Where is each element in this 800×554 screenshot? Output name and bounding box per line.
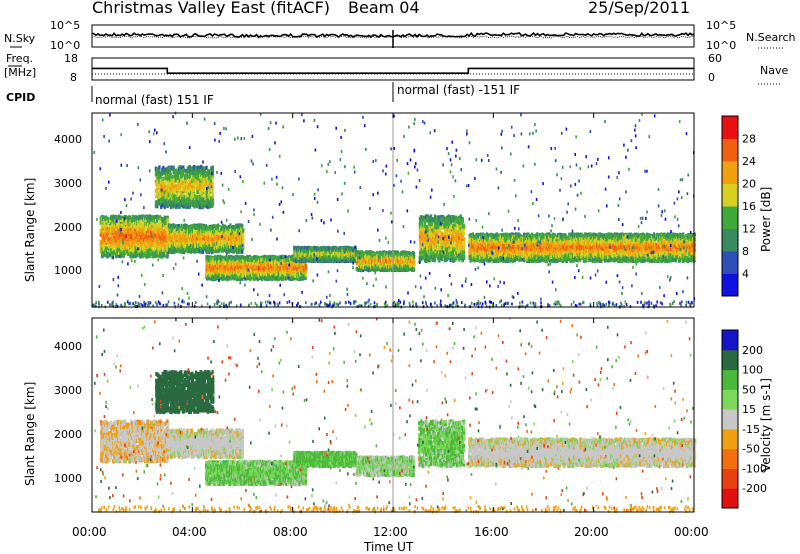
echo-cell (242, 229, 244, 233)
nave-tick-top: 60 (708, 52, 722, 65)
freq-tick-top: 18 (64, 52, 78, 65)
echo-cell (242, 236, 244, 240)
sky-left-tick-bottom: 10^0 (50, 39, 80, 52)
nave-tick-bottom: 0 (708, 71, 715, 84)
sky-left-tick-top: 10^5 (50, 19, 80, 32)
echo-cell (241, 250, 243, 254)
echo-cell (112, 215, 114, 219)
echo-cell (151, 243, 153, 247)
cpid-segment-2: normal (fast) -151 IF (397, 83, 520, 97)
echo-cell (160, 193, 162, 197)
frequency-trace (92, 68, 694, 74)
frequency-line (92, 68, 694, 73)
sky-right-tick-top: 10^5 (706, 19, 736, 32)
cpid-label: CPID (6, 91, 35, 104)
nave-label: Nave (760, 64, 788, 77)
echo-cell (228, 276, 230, 280)
echo-cell (165, 230, 167, 234)
search-label: N.Search (746, 31, 796, 44)
cpid-segment-1: normal (fast) 151 IF (95, 93, 214, 107)
echo-cell (162, 247, 164, 251)
sky-label: N.Sky (4, 32, 36, 45)
freq-label: Freq. (6, 52, 33, 65)
radar-summary-figure: N.Sky 10^5 10^0 10^5 10^0 N.Search Freq.… (0, 0, 800, 554)
echo-cell (112, 245, 114, 249)
echo-cell (162, 203, 164, 207)
echo-cell (305, 272, 307, 276)
echo-cell (158, 165, 160, 169)
echo-cell (305, 266, 307, 270)
freq-tick-bottom: 8 (70, 71, 77, 84)
sky-right-tick-bottom: 10^0 (706, 39, 736, 52)
sky-noise-trace (92, 30, 694, 48)
echo-cell (167, 219, 169, 223)
freq-unit-label: [MHz] (4, 66, 36, 79)
